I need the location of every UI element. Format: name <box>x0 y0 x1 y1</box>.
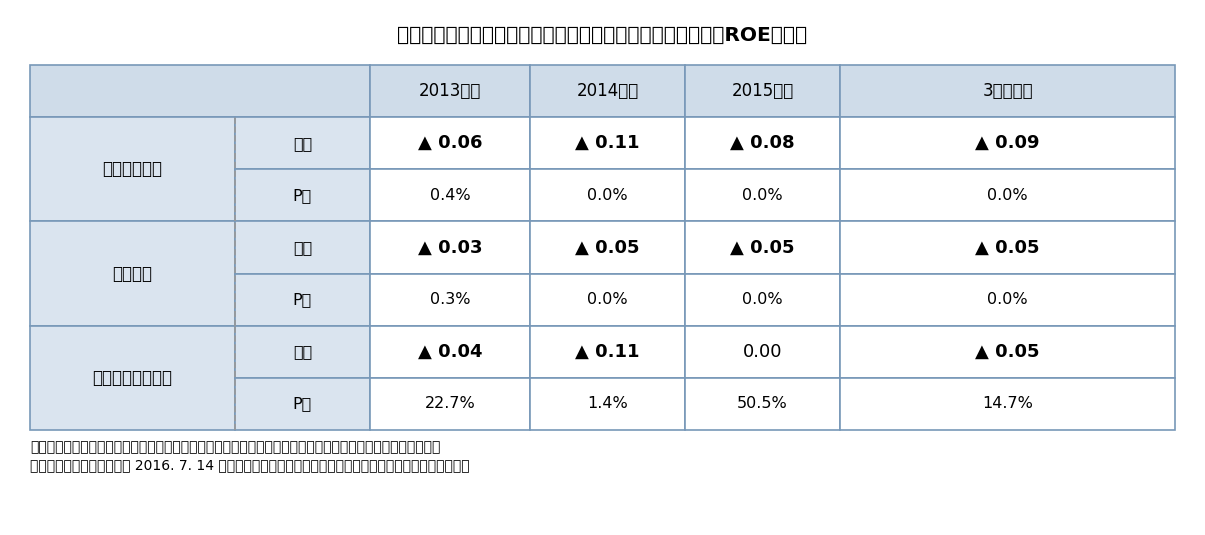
Text: 1.4%: 1.4% <box>587 396 628 411</box>
Text: ▲ 0.11: ▲ 0.11 <box>575 343 640 361</box>
Bar <box>370 326 530 378</box>
Bar <box>684 65 840 117</box>
Bar <box>530 221 684 273</box>
Text: 政策保有比率: 政策保有比率 <box>102 160 163 178</box>
Text: 0.0%: 0.0% <box>742 292 783 307</box>
Text: 2014年度: 2014年度 <box>576 82 639 100</box>
Text: 係数: 係数 <box>293 240 312 255</box>
Text: ▲ 0.04: ▲ 0.04 <box>418 343 482 361</box>
Text: 従業員持株会比率: 従業員持株会比率 <box>93 369 172 387</box>
Text: 0.0%: 0.0% <box>587 188 628 203</box>
Bar <box>370 378 530 430</box>
Bar <box>530 117 684 169</box>
Bar <box>840 65 1175 117</box>
Bar <box>235 221 370 273</box>
Text: 0.0%: 0.0% <box>987 188 1028 203</box>
Bar <box>235 326 370 378</box>
Text: 0.3%: 0.3% <box>430 292 470 307</box>
Text: 50.5%: 50.5% <box>737 396 788 411</box>
Bar <box>840 273 1175 326</box>
Text: 図表２：政策保有比率、持合比率および従業員持株会比率とROEの関係: 図表２：政策保有比率、持合比率および従業員持株会比率とROEの関係 <box>398 26 807 45</box>
Text: ▲ 0.09: ▲ 0.09 <box>975 134 1040 152</box>
Text: 22.7%: 22.7% <box>424 396 476 411</box>
Text: ▲ 0.05: ▲ 0.05 <box>575 239 640 256</box>
Text: 2015年度: 2015年度 <box>731 82 794 100</box>
Text: 係数: 係数 <box>293 345 312 360</box>
Bar <box>684 378 840 430</box>
Bar <box>684 273 840 326</box>
Bar <box>684 169 840 221</box>
Bar <box>370 117 530 169</box>
Text: 3年度平均: 3年度平均 <box>982 82 1033 100</box>
Bar <box>370 221 530 273</box>
Text: 2013年度: 2013年度 <box>419 82 481 100</box>
Bar <box>235 117 370 169</box>
Bar <box>840 378 1175 430</box>
Bar <box>840 117 1175 169</box>
Text: ▲ 0.11: ▲ 0.11 <box>575 134 640 152</box>
Text: 14.7%: 14.7% <box>982 396 1033 411</box>
Bar <box>530 326 684 378</box>
Bar <box>530 273 684 326</box>
Bar <box>30 221 235 326</box>
Text: ▲ 0.05: ▲ 0.05 <box>975 239 1040 256</box>
Bar <box>840 221 1175 273</box>
Text: 係数: 係数 <box>293 136 312 151</box>
Bar <box>684 221 840 273</box>
Bar <box>235 169 370 221</box>
Text: ▲ 0.05: ▲ 0.05 <box>975 343 1040 361</box>
Bar <box>684 117 840 169</box>
Text: ▲ 0.05: ▲ 0.05 <box>730 239 795 256</box>
Text: ▲ 0.08: ▲ 0.08 <box>730 134 795 152</box>
Text: 0.00: 0.00 <box>742 343 782 361</box>
Text: P値: P値 <box>293 188 312 203</box>
Bar <box>30 117 235 221</box>
Text: P値: P値 <box>293 292 312 307</box>
Bar <box>235 273 370 326</box>
Bar <box>370 65 530 117</box>
Text: 0.0%: 0.0% <box>742 188 783 203</box>
Text: 0.0%: 0.0% <box>987 292 1028 307</box>
Text: ▲ 0.06: ▲ 0.06 <box>418 134 482 152</box>
Text: （資料）持合比率は、大株主データベース（東洋経済新報社）並びに企業保有株データ（日本経済新聞社）を: （資料）持合比率は、大株主データベース（東洋経済新報社）並びに企業保有株データ（… <box>30 440 440 454</box>
Text: 元に弊社にて算出。この他 2016. 7. 14 時点で取得可能な現在企業財務データ（日本経済新聞社）を利用。: 元に弊社にて算出。この他 2016. 7. 14 時点で取得可能な現在企業財務デ… <box>30 458 470 472</box>
Bar <box>30 65 370 117</box>
Bar <box>840 169 1175 221</box>
Bar <box>235 378 370 430</box>
Text: 0.4%: 0.4% <box>430 188 470 203</box>
Bar <box>370 169 530 221</box>
Bar <box>840 326 1175 378</box>
Bar <box>684 326 840 378</box>
Text: 持合比率: 持合比率 <box>112 265 153 282</box>
Bar <box>530 169 684 221</box>
Bar <box>530 65 684 117</box>
Text: 0.0%: 0.0% <box>587 292 628 307</box>
Bar <box>30 326 235 430</box>
Text: ▲ 0.03: ▲ 0.03 <box>418 239 482 256</box>
Text: P値: P値 <box>293 396 312 411</box>
Bar <box>370 273 530 326</box>
Bar <box>530 378 684 430</box>
